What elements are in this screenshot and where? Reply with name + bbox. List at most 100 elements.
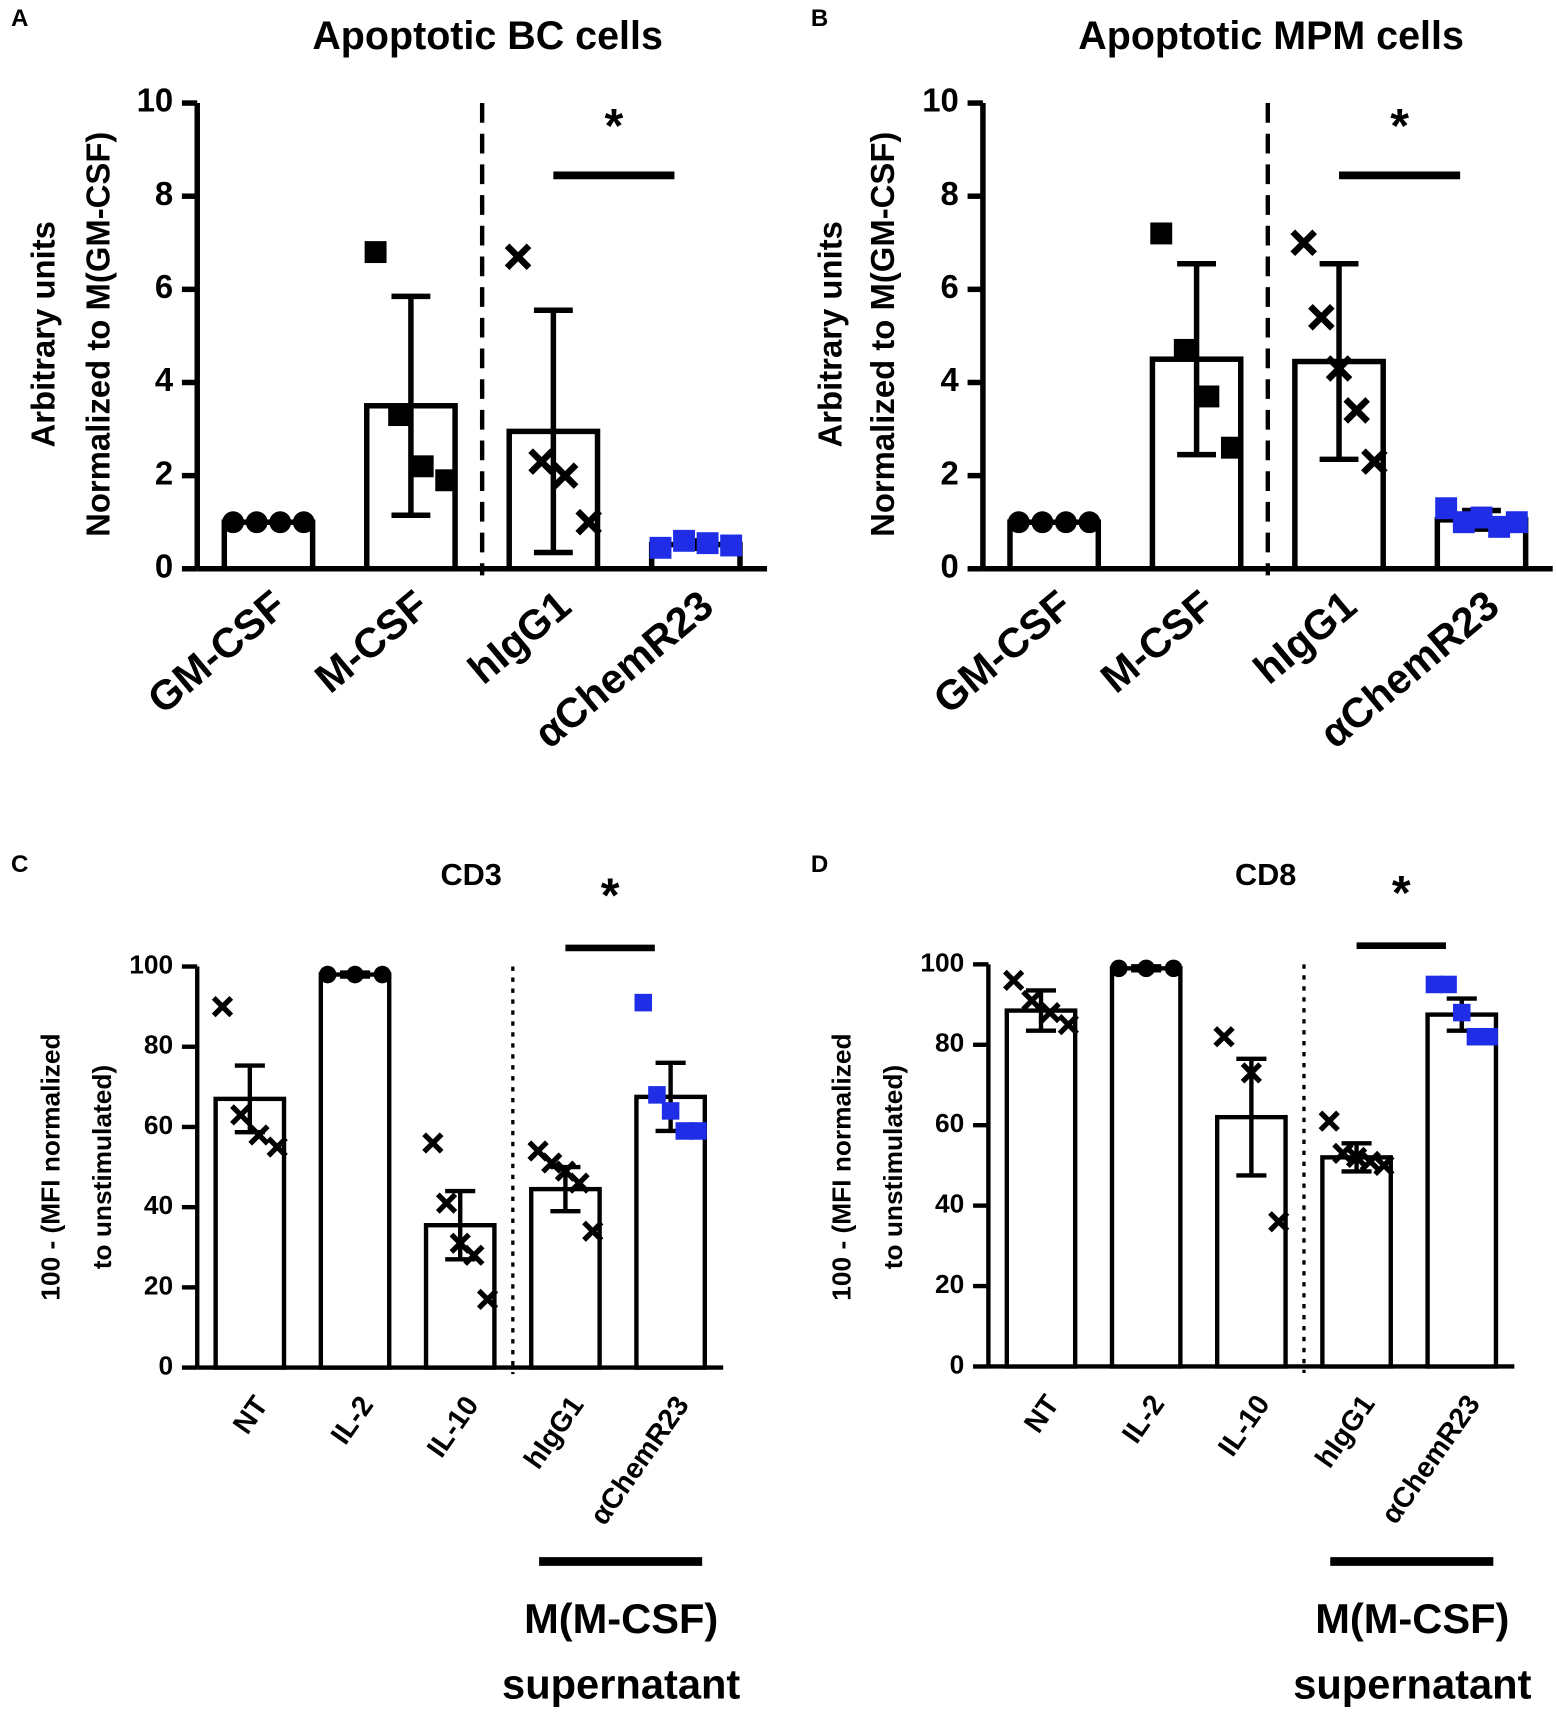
- point: [318, 965, 337, 984]
- significance-label: *: [601, 868, 620, 922]
- significance-label: *: [1392, 866, 1411, 920]
- panel-label: D: [811, 851, 828, 878]
- point: [696, 532, 719, 555]
- y-tick-label: 2: [941, 454, 959, 491]
- y-axis-label: 100 - (MFI normalized: [36, 1033, 66, 1300]
- y-tick-label: 2: [155, 454, 173, 491]
- point: [720, 534, 743, 557]
- y-axis-label: Normalized to M(GM-CSF): [864, 132, 901, 537]
- chart-title: CD8: [1235, 857, 1296, 892]
- point: [673, 529, 695, 552]
- panel: B Apoptotic MPM cells Arbitrary units Norma…: [811, 5, 1553, 757]
- point: [1110, 959, 1128, 978]
- x-tick-label: GM-CSF: [924, 581, 1080, 723]
- group-label: M(M-CSF): [524, 1595, 718, 1642]
- point: [245, 511, 268, 534]
- point: [435, 1192, 458, 1214]
- point: [364, 241, 387, 264]
- x-tick-label: NT: [227, 1390, 275, 1440]
- y-tick-label: 6: [941, 268, 959, 305]
- x-tick-label: IL-10: [421, 1390, 485, 1463]
- y-tick-label: 40: [935, 1189, 964, 1219]
- point: [211, 996, 234, 1018]
- y-tick-label: 4: [155, 361, 174, 398]
- bar: [1004, 1008, 1078, 1369]
- point: [248, 1124, 270, 1146]
- point: [1057, 1014, 1079, 1036]
- point: [1452, 511, 1475, 534]
- panel: A Apoptotic BC cells Arbitrary units Normal…: [11, 5, 768, 757]
- y-tick-label: 4: [941, 361, 960, 398]
- bar: [634, 1094, 707, 1370]
- x-tick-label: M-CSF: [1091, 581, 1222, 702]
- point: [435, 469, 458, 492]
- x-tick-label: αChemR23: [584, 1390, 696, 1530]
- y-axis-label: Arbitrary units: [25, 221, 62, 447]
- y-tick-label: 0: [950, 1349, 965, 1379]
- x-tick-label: IL-2: [1116, 1389, 1171, 1449]
- chart-title: CD3: [441, 857, 502, 892]
- x-tick-label: IL-2: [325, 1390, 380, 1450]
- point: [1197, 385, 1220, 408]
- x-tick-label: GM-CSF: [138, 581, 294, 723]
- y-tick-label: 10: [922, 82, 959, 119]
- y-tick-label: 60: [935, 1108, 964, 1138]
- point: [1240, 1062, 1263, 1084]
- y-axis-label: to unstimulated): [87, 1065, 117, 1269]
- point: [1359, 1150, 1381, 1173]
- group-label: M(M-CSF): [1315, 1595, 1509, 1642]
- point: [388, 404, 411, 427]
- point: [649, 536, 672, 559]
- bar: [1425, 1012, 1499, 1369]
- y-tick-label: 80: [935, 1028, 964, 1058]
- y-tick-label: 100: [920, 947, 964, 977]
- point: [1361, 448, 1388, 475]
- point: [1325, 355, 1353, 382]
- x-tick-label: hIgG1: [1309, 1389, 1382, 1474]
- point: [1150, 222, 1173, 245]
- bar: [213, 1096, 287, 1370]
- point: [1318, 1110, 1340, 1132]
- chart-title: Apoptotic MPM cells: [1078, 14, 1464, 58]
- point: [476, 1288, 499, 1311]
- point: [1452, 1003, 1471, 1022]
- point: [222, 511, 245, 534]
- y-axis-label: to unstimulated): [878, 1065, 908, 1269]
- y-tick-label: 0: [155, 547, 173, 584]
- point: [1054, 511, 1077, 534]
- point: [422, 1132, 444, 1154]
- point: [1290, 229, 1317, 257]
- y-tick-label: 20: [935, 1269, 964, 1299]
- point: [269, 511, 292, 534]
- point: [1466, 1027, 1485, 1046]
- y-axis-label: Normalized to M(GM-CSF): [79, 132, 116, 537]
- y-tick-label: 100: [129, 949, 173, 979]
- point: [675, 1122, 694, 1140]
- point: [1003, 969, 1025, 992]
- panel: D CD8 100 - (MFI normalized to unstimulated…: [811, 851, 1532, 1707]
- error-bar: [533, 307, 573, 556]
- x-tick-label: hIgG1: [459, 581, 580, 693]
- panel: C CD3 100 - (MFI normalized to unstimulated…: [11, 851, 740, 1707]
- point: [373, 965, 392, 984]
- y-axis-label: Arbitrary units: [811, 221, 848, 447]
- point: [661, 1102, 680, 1120]
- point: [1220, 436, 1243, 459]
- y-tick-label: 80: [144, 1030, 173, 1060]
- panel-label: C: [11, 851, 28, 878]
- error-bar: [1319, 260, 1359, 463]
- point: [411, 455, 434, 478]
- panel-label: B: [811, 5, 828, 32]
- point: [1078, 511, 1101, 534]
- point: [266, 1136, 288, 1158]
- x-tick-label: IL-10: [1212, 1389, 1276, 1462]
- x-tick-label: αChemR23: [1375, 1389, 1487, 1529]
- point: [1425, 975, 1444, 994]
- point: [1488, 515, 1511, 538]
- point: [1480, 1027, 1498, 1046]
- point: [648, 1086, 666, 1104]
- point: [1505, 511, 1528, 534]
- group-label: supernatant: [502, 1661, 740, 1708]
